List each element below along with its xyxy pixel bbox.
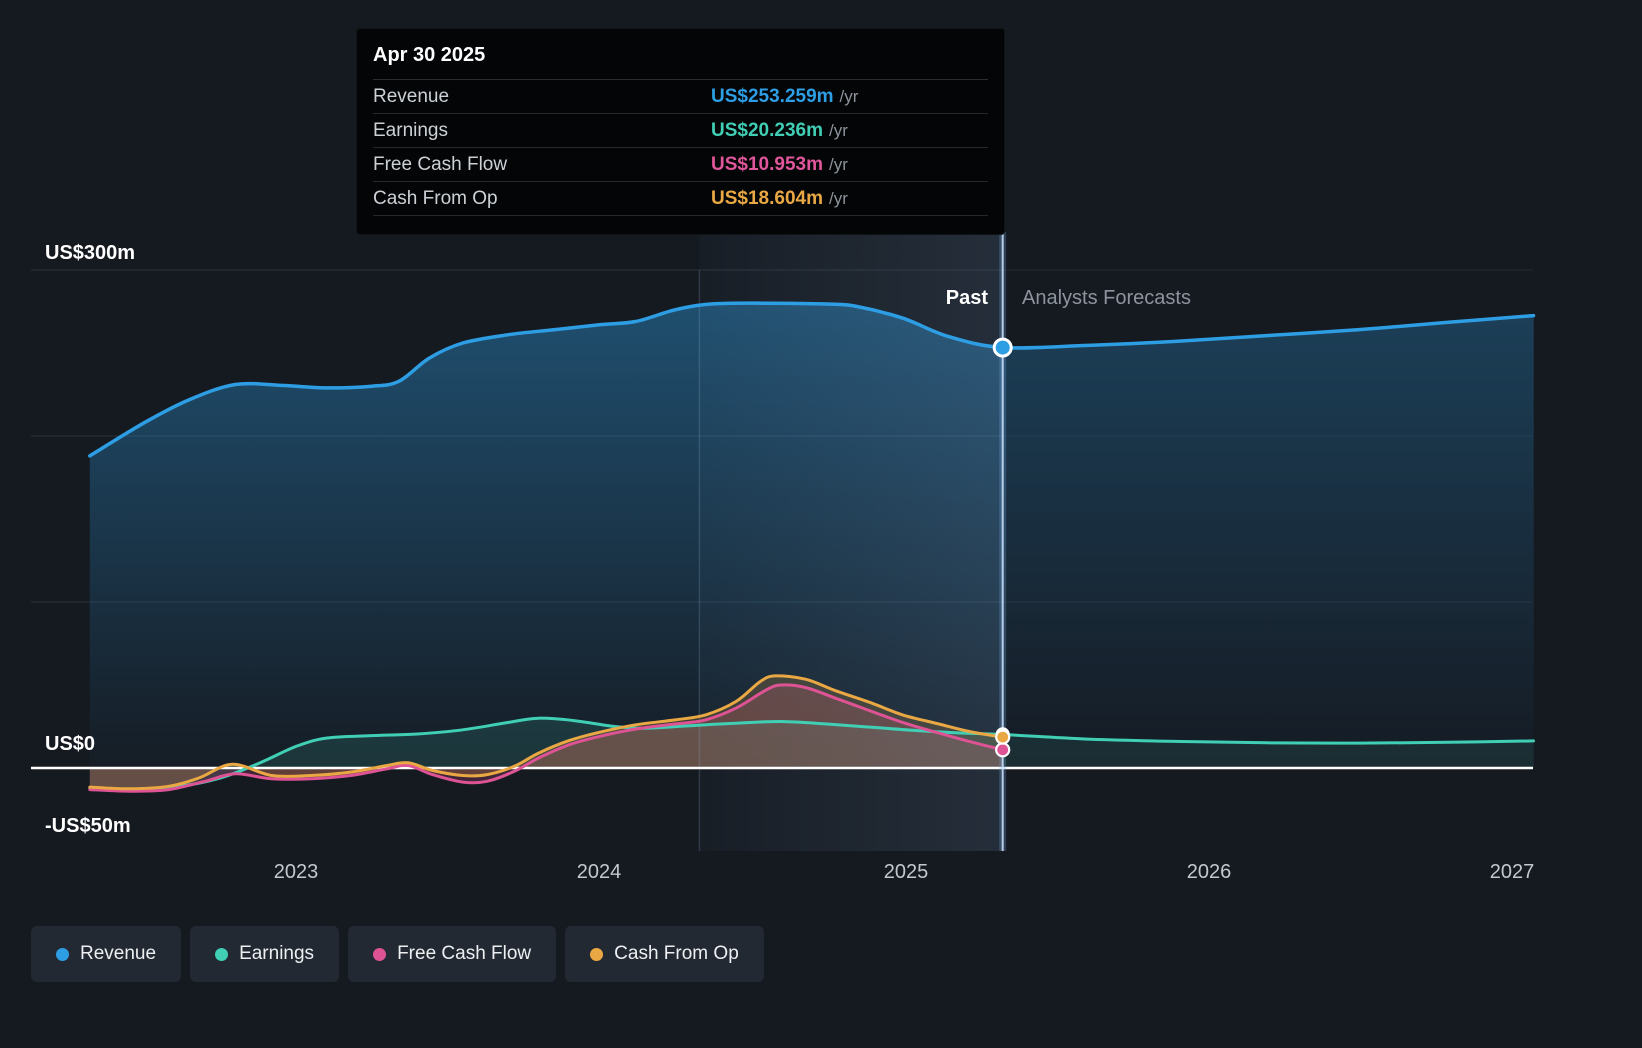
legend-item-cash-from-op[interactable]: Cash From Op <box>565 926 764 982</box>
legend-item-revenue[interactable]: Revenue <box>31 926 182 982</box>
legend-label-free-cash-flow: Free Cash Flow <box>397 943 532 964</box>
past-label: Past <box>945 287 988 309</box>
x-tick-2024: 2024 <box>576 861 622 883</box>
x-tick-2027: 2027 <box>1489 861 1535 883</box>
cash-from-op-dot-icon <box>590 947 604 961</box>
tooltip-row-free-cash-flow: Free Cash Flow US$10.953m /yr <box>373 148 988 182</box>
tooltip-value-cash-from-op: US$18.604m <box>711 187 823 209</box>
legend-label-cash-from-op: Cash From Op <box>614 943 739 964</box>
x-tick-2023: 2023 <box>273 861 319 883</box>
free-cash-flow-dot-icon <box>373 947 387 961</box>
chart-legend: Revenue Earnings Free Cash Flow Cash Fro… <box>31 926 764 982</box>
y-axis-label-neg50m: -US$50m <box>45 815 131 837</box>
x-tick-2026: 2026 <box>1186 861 1232 883</box>
tooltip-label-free-cash-flow: Free Cash Flow <box>373 153 508 175</box>
tooltip-value-earnings: US$20.236m <box>711 119 823 141</box>
legend-item-free-cash-flow[interactable]: Free Cash Flow <box>348 926 557 982</box>
earnings-dot-icon <box>215 947 229 961</box>
x-tick-2025: 2025 <box>883 861 929 883</box>
tooltip-suffix-cash-from-op: /yr <box>828 188 848 208</box>
tooltip-value-revenue: US$253.259m <box>711 85 834 107</box>
tooltip-suffix-revenue: /yr <box>839 86 859 106</box>
revenue-dot-icon <box>56 947 69 961</box>
legend-label-revenue: Revenue <box>80 943 157 964</box>
tooltip-row-cash-from-op: Cash From Op US$18.604m /yr <box>373 182 988 216</box>
y-axis-label-300m: US$300m <box>45 242 136 264</box>
tooltip-value-free-cash-flow: US$10.953m <box>711 153 823 175</box>
tooltip-suffix-earnings: /yr <box>828 120 848 140</box>
tooltip-label-revenue: Revenue <box>373 85 450 107</box>
y-axis-label-0: US$0 <box>45 733 96 755</box>
chart-tooltip: Apr 30 2025 Revenue US$253.259m /yr Earn… <box>356 28 1005 235</box>
legend-label-earnings: Earnings <box>239 943 315 964</box>
tooltip-suffix-free-cash-flow: /yr <box>828 154 848 174</box>
tooltip-row-revenue: Revenue US$253.259m /yr <box>373 80 988 114</box>
tooltip-row-earnings: Earnings US$20.236m /yr <box>373 114 988 148</box>
analysts-forecasts-label: Analysts Forecasts <box>1022 287 1191 309</box>
tooltip-label-cash-from-op: Cash From Op <box>373 187 498 209</box>
tooltip-label-earnings: Earnings <box>373 119 448 141</box>
legend-item-earnings[interactable]: Earnings <box>190 926 340 982</box>
tooltip-date: Apr 30 2025 <box>373 29 988 80</box>
